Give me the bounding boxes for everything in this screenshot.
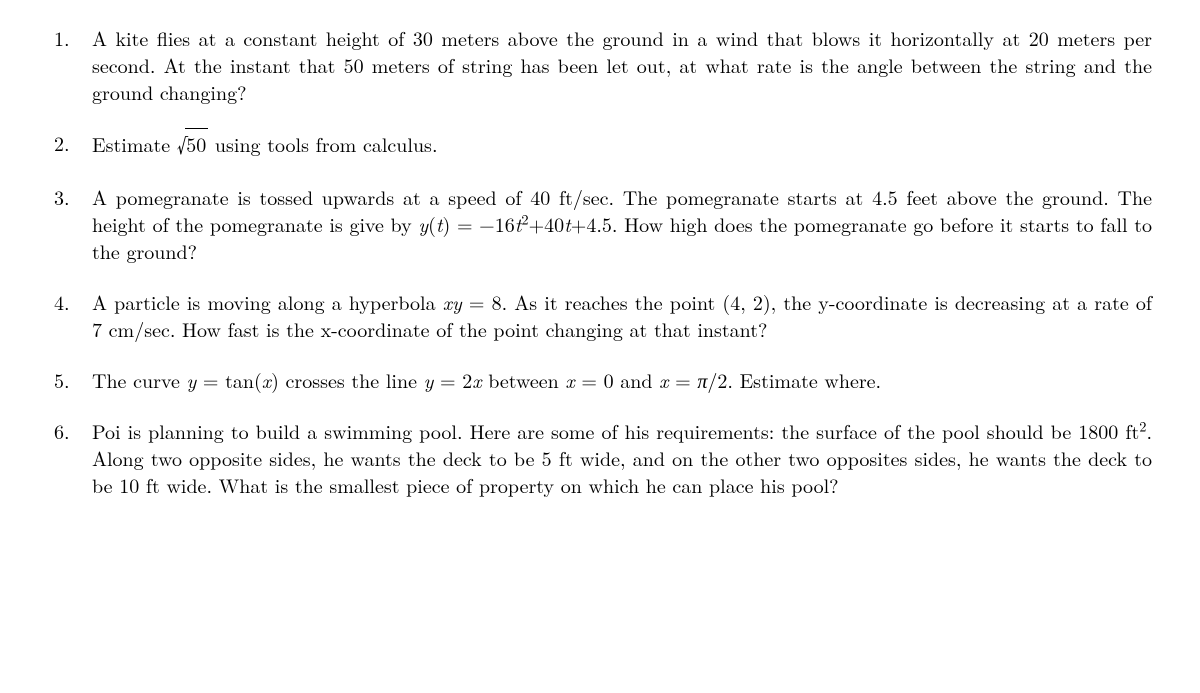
p5-eq1: = tan( (196, 365, 262, 394)
p5-x2: x (472, 365, 481, 394)
problem-5: The curve y = tan(x) crosses the line y … (48, 366, 1152, 393)
eq-exp2: 2 (521, 209, 528, 229)
problem-5-part3: between (482, 365, 566, 394)
eq-plus40: +40 (529, 209, 565, 238)
problem-list: A kite flies at a constant height of 30 … (48, 24, 1152, 498)
problem-5-part4: . Estimate where. (727, 365, 881, 394)
problem-5-and: and (614, 365, 660, 394)
problem-4: A particle is moving along a hyperbola x… (48, 288, 1152, 342)
sqrt-radicand: 50 (185, 128, 208, 158)
problem-5-part2: crosses the line (279, 365, 424, 394)
eq-y: y (418, 209, 428, 238)
problem-1: A kite flies at a constant height of 30 … (48, 24, 1152, 105)
sqrt-50: √50 (177, 129, 208, 159)
problem-6-part1: Poi is planning to build a swimming pool… (92, 416, 1139, 445)
eq-t3: t (564, 209, 571, 238)
problem-6: Poi is planning to build a swimming pool… (48, 417, 1152, 498)
p5-x1: x (262, 365, 271, 394)
p5-eq2: = 2 (433, 365, 472, 394)
eq-close-and-coef: ) = −16 (443, 209, 515, 238)
p5-eqpi: = (668, 365, 697, 394)
p5-y2: y (424, 365, 434, 394)
problem-4-part1: A particle is moving along a hyperbola (92, 287, 443, 316)
p5-close1: ) (271, 365, 279, 394)
eq-tail: +4.5 (571, 209, 612, 238)
problem-2: Estimate √50 using tools from calculus. (48, 129, 1152, 159)
p5-pi: π (697, 365, 707, 394)
problem-3: A pomegranate is tossed upwards at a spe… (48, 183, 1152, 264)
p5-y: y (186, 365, 196, 394)
eq-open: ( (428, 209, 436, 238)
p5-eq0: = 0 (575, 365, 614, 394)
problem-5-part1: The curve (92, 365, 186, 394)
eq-eq8: = 8 (462, 287, 502, 316)
eq-xy: xy (443, 287, 462, 316)
problem-1-text: A kite flies at a constant height of 30 … (92, 23, 1152, 106)
problem-2-suffix: using tools from calculus. (208, 129, 437, 158)
problem-2-prefix: Estimate (92, 129, 177, 158)
p5-over2: /2 (707, 365, 727, 394)
p5-x3: x (565, 365, 574, 394)
eq-t: t (436, 209, 443, 238)
